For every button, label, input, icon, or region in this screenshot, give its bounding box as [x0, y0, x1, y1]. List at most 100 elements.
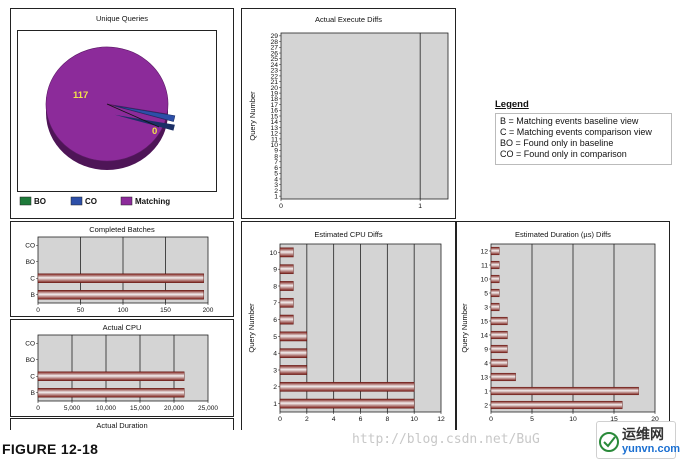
watermark-text: http://blog.csdn.net/BuG — [352, 432, 540, 447]
legend-item: CO = Found only in comparison — [500, 149, 627, 159]
x-tick-label: 2 — [305, 416, 309, 423]
bar — [279, 314, 294, 325]
actual-execute-diffs-title: Actual Execute Diffs — [315, 15, 382, 24]
y-tick-label: 16 — [270, 108, 278, 115]
bar — [490, 260, 500, 270]
y-tick-label: CO — [25, 341, 35, 348]
completed-batches-panel: Completed Batches 0 50 100 150 200 CO BO C B — [10, 221, 234, 317]
leader-line — [106, 103, 160, 128]
x-tick-label: 100 — [118, 307, 129, 314]
y-tick-label: 11 — [271, 136, 278, 143]
y-tick-label: 1 — [484, 388, 488, 395]
legend-swatch — [70, 196, 83, 206]
bar — [279, 365, 308, 375]
completed-batches-chart: 0 50 100 150 200 CO BO C B — [25, 236, 214, 314]
y-tick-label: 18 — [270, 96, 278, 103]
y-tick-label: 8 — [273, 283, 277, 290]
x-tick-label: 25,000 — [198, 405, 218, 412]
bar — [279, 331, 308, 342]
y-tick-label: 3 — [484, 304, 488, 311]
y-tick-label: BO — [26, 259, 35, 266]
y-tick-label: 9 — [273, 267, 277, 274]
logo-cn: 运维网 — [622, 426, 664, 442]
legend-box: B = Matching events baseline view C = Ma… — [495, 113, 672, 165]
x-tick-label: 20 — [651, 416, 659, 423]
y-tick-label: 14 — [480, 332, 488, 339]
legend-item: BO = Found only in baseline — [500, 138, 614, 148]
legend-item: B = Matching events baseline view — [500, 116, 639, 126]
x-tick-label: 15,000 — [130, 405, 150, 412]
x-tick-label: 1 — [418, 203, 422, 210]
y-tick-label: 29 — [270, 33, 278, 40]
actual-cpu-title: Actual CPU — [102, 323, 142, 332]
y-tick-label: 26 — [270, 50, 278, 57]
legend-label: CO — [85, 197, 97, 206]
y-tick-label: 4 — [484, 360, 488, 367]
y-tick-label: 19 — [270, 90, 278, 97]
y-tick-label: 2 — [484, 402, 488, 409]
bar — [37, 388, 185, 398]
y-tick-label: 4 — [274, 176, 278, 183]
x-tick-label: 0 — [36, 307, 40, 314]
y-tick-label: 10 — [480, 276, 488, 283]
x-tick-label: 4 — [332, 416, 336, 423]
y-axis-label: Query Number — [248, 91, 257, 141]
x-tick-label: 5,000 — [64, 405, 81, 412]
bar — [279, 281, 294, 291]
y-tick-label: 27 — [270, 45, 278, 52]
y-tick-label: 14 — [270, 119, 278, 126]
x-tick-label: 8 — [385, 416, 389, 423]
logo-en: yunvn.com — [622, 443, 681, 455]
unique-queries-chart: 117 0 BO CO Matching — [19, 46, 176, 206]
unique-queries-panel: Unique Queries 117 0 BO CO Matching — [10, 8, 234, 219]
y-tick-label: 13 — [480, 374, 488, 381]
y-tick-label: 1 — [274, 194, 278, 201]
legend-item: C = Matching events comparison view — [500, 127, 652, 137]
x-tick-label: 0 — [279, 203, 283, 210]
y-tick-label: 4 — [273, 351, 277, 358]
bar — [279, 348, 308, 359]
bar — [490, 400, 623, 410]
data-label-co: 0 — [152, 126, 157, 137]
bar — [490, 246, 500, 256]
x-tick-label: 10 — [569, 416, 577, 423]
bar — [279, 297, 294, 308]
legend-title: Legend — [495, 99, 529, 110]
bar — [490, 288, 500, 298]
y-tick-label: 1 — [273, 401, 277, 408]
bar — [279, 398, 415, 409]
x-tick-label: 200 — [203, 307, 214, 314]
completed-batches-title: Completed Batches — [89, 225, 155, 234]
y-axis-label: Query Number — [460, 303, 469, 353]
bar — [490, 386, 639, 396]
x-tick-label: 12 — [437, 416, 445, 423]
pie-slice-matching — [45, 46, 169, 162]
y-tick-label: 12 — [270, 131, 278, 138]
x-tick-label: 5 — [530, 416, 534, 423]
bar — [490, 330, 508, 340]
estimated-duration-diffs-panel: Estimated Duration (µs) Diffs 0 5 10 15 20 12… — [456, 221, 670, 430]
pie-slice-co-side — [114, 114, 175, 131]
actual-cpu-panel: Actual CPU 0 5,000 10,000 15,000 20,000 25,00… — [10, 319, 234, 417]
bar — [37, 273, 204, 283]
estimated-duration-diffs-title: Estimated Duration (µs) Diffs — [515, 230, 611, 239]
y-tick-label: 9 — [274, 148, 278, 155]
legend-label: Matching — [135, 197, 170, 206]
y-tick-label: 15 — [270, 113, 278, 120]
x-tick-label: 6 — [359, 416, 363, 423]
bar — [37, 371, 185, 381]
y-tick-label: BO — [26, 357, 35, 364]
x-tick-label: 10,000 — [96, 405, 116, 412]
bar — [490, 372, 516, 382]
unique-queries-title: Unique Queries — [95, 14, 149, 23]
y-axis-label: Query Number — [247, 303, 256, 353]
plot-area — [280, 32, 449, 200]
y-tick-label: 13 — [270, 125, 278, 132]
bar — [490, 358, 508, 368]
bar — [490, 274, 500, 284]
y-tick-label: 10 — [269, 250, 277, 257]
y-tick-label: C — [30, 276, 35, 283]
x-tick-label: 150 — [160, 307, 171, 314]
x-tick-label: 10 — [410, 416, 418, 423]
